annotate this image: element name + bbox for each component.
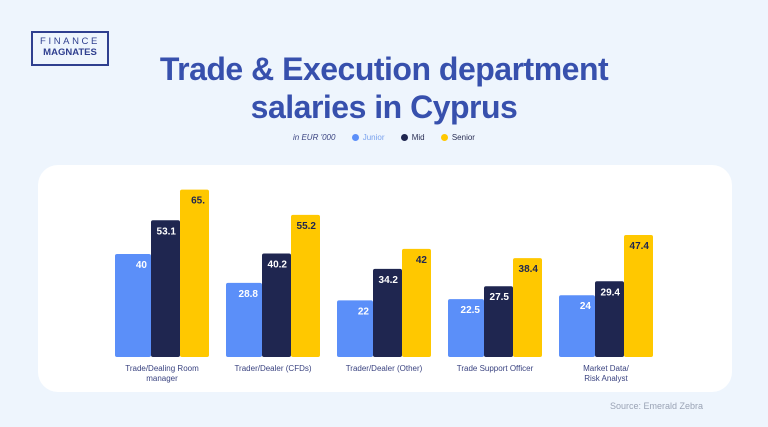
logo-line1: FINANCE	[40, 36, 100, 47]
category-label: Trader/Dealer (CFDs)	[234, 364, 311, 373]
bar-mid-1	[262, 253, 291, 357]
legend-senior-label: Senior	[451, 133, 475, 142]
data-label: 27.5	[490, 292, 510, 303]
bar-mid-4	[595, 281, 624, 357]
data-label: 65.	[191, 196, 205, 207]
bar-mid-2	[373, 268, 402, 357]
legend-senior: Senior	[440, 133, 475, 142]
bar-junior-2	[337, 300, 373, 357]
data-label: 22.5	[461, 305, 481, 316]
data-label: 53.1	[157, 226, 177, 237]
legend-mid: Mid	[400, 133, 425, 142]
senior-dot-icon	[440, 134, 448, 141]
bar-senior-1	[291, 214, 320, 357]
data-label: 24	[580, 301, 592, 312]
bar-mid-3	[484, 286, 513, 357]
data-label: 34.2	[379, 275, 399, 286]
bar-junior-0	[115, 254, 151, 357]
legend: in EUR '000 Junior Mid Senior	[0, 133, 768, 143]
data-label: 29.4	[601, 287, 621, 298]
legend-junior-label: Junior	[362, 133, 385, 142]
chart-card: 40 53.1 65. Trade/Dealing Room manager 28.8 40…	[38, 165, 732, 392]
legend-junior: Junior	[351, 133, 385, 142]
data-label: 38.4	[519, 264, 539, 275]
bar-junior-4	[559, 295, 595, 357]
bar-senior-0	[180, 189, 209, 357]
category-label: Trade Support Officer	[457, 364, 534, 373]
junior-dot-icon	[351, 134, 359, 141]
data-label: 40.2	[268, 259, 288, 270]
data-label: 28.8	[239, 289, 259, 300]
category-label: Trade/Dealing Room	[125, 364, 199, 373]
data-label: 40	[136, 260, 148, 271]
chart-title: Trade & Execution department salaries in…	[0, 50, 768, 126]
data-label: 47.4	[630, 241, 650, 252]
bar-senior-3	[513, 258, 542, 357]
bar-mid-0	[151, 220, 180, 357]
logo-line2: MAGNATES	[43, 47, 97, 58]
category-label: Market Data/	[583, 364, 630, 373]
finance-magnates-logo: FINANCE MAGNATES	[31, 31, 109, 66]
chart-title-text: Trade & Execution department salaries in…	[159, 51, 609, 125]
bar-senior-2	[402, 248, 431, 357]
data-label: 22	[358, 306, 370, 317]
bar-senior-4	[624, 234, 653, 357]
category-label: manager	[146, 374, 178, 383]
legend-mid-label: Mid	[411, 133, 425, 142]
data-label: 42	[416, 255, 428, 266]
mid-dot-icon	[400, 134, 408, 141]
bar-junior-1	[226, 282, 262, 357]
source-note: Source: Emerald Zebra	[610, 401, 704, 411]
data-label: 55.2	[297, 221, 317, 232]
category-label: Trader/Dealer (Other)	[346, 364, 423, 373]
category-label: Risk Analyst	[584, 374, 628, 383]
bar-junior-3	[448, 299, 484, 357]
unit-label: in EUR '000	[293, 133, 336, 142]
